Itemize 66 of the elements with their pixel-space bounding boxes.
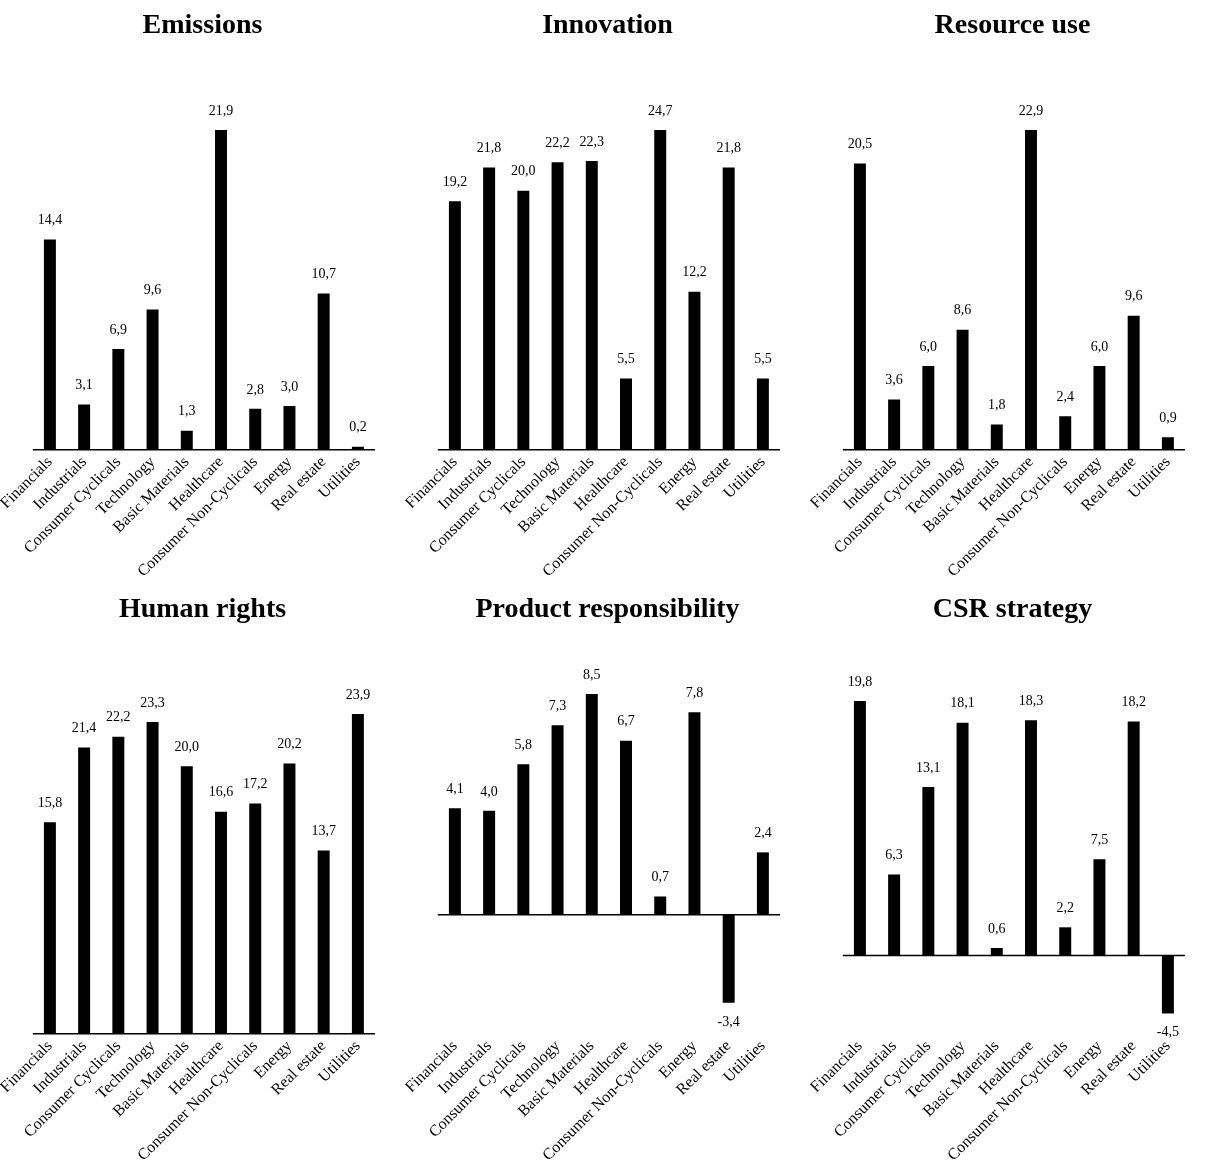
data-label: 7,3 bbox=[548, 697, 567, 713]
chart-title: Resource use bbox=[933, 7, 1092, 41]
data-label: 0,6 bbox=[988, 920, 1006, 936]
data-label: 6,0 bbox=[919, 338, 938, 354]
data-label: 22,9 bbox=[1018, 102, 1044, 118]
data-label: 5,5 bbox=[617, 351, 635, 367]
data-label: 6,9 bbox=[109, 321, 128, 337]
data-label: 10,7 bbox=[311, 266, 336, 282]
data-label: 19,8 bbox=[847, 673, 873, 689]
data-label: 3,1 bbox=[75, 377, 93, 393]
data-label: 9,6 bbox=[143, 282, 162, 298]
data-label: 15,8 bbox=[37, 795, 63, 810]
data-label: 12,2 bbox=[682, 264, 707, 280]
data-label: 23,9 bbox=[345, 686, 371, 702]
chart-title: Product responsibility bbox=[474, 591, 741, 625]
data-label: 19,2 bbox=[442, 173, 468, 189]
data-label: 2,4 bbox=[754, 825, 772, 841]
data-label: 20,2 bbox=[277, 736, 302, 752]
data-label: 1,8 bbox=[988, 397, 1006, 413]
data-label: 0,2 bbox=[349, 419, 367, 435]
data-label: 22,3 bbox=[579, 133, 605, 149]
data-label: -3,4 bbox=[717, 1013, 740, 1029]
chart-title: Human rights bbox=[117, 591, 288, 625]
data-label: 17,2 bbox=[242, 776, 268, 792]
data-label: 6,7 bbox=[617, 713, 635, 729]
data-label: 18,3 bbox=[1018, 692, 1044, 708]
data-label: 21,8 bbox=[716, 140, 741, 156]
data-label: 2,2 bbox=[1056, 899, 1074, 915]
data-label: 13,7 bbox=[311, 823, 336, 839]
data-label: 5,8 bbox=[514, 736, 533, 752]
data-label: 22,2 bbox=[106, 709, 131, 725]
data-label: 7,5 bbox=[1090, 831, 1109, 847]
data-label: 22,2 bbox=[545, 134, 570, 150]
data-label: 0,7 bbox=[651, 869, 669, 885]
data-label: 24,7 bbox=[647, 102, 673, 118]
data-label: 3,6 bbox=[885, 372, 903, 388]
data-label: 21,4 bbox=[71, 720, 97, 736]
data-label: 20,0 bbox=[511, 163, 536, 179]
data-label: 23,3 bbox=[140, 694, 165, 710]
data-label: 4,0 bbox=[480, 783, 498, 799]
data-label: 4,1 bbox=[446, 780, 464, 796]
data-label: 6,3 bbox=[885, 847, 903, 863]
data-label: 18,1 bbox=[950, 695, 975, 711]
data-label: 7,8 bbox=[685, 684, 704, 700]
data-label: 21,9 bbox=[208, 102, 234, 118]
data-label: 20,5 bbox=[847, 136, 873, 152]
data-label: -4,5 bbox=[1156, 1024, 1179, 1040]
chart-title: Innovation bbox=[541, 7, 674, 41]
data-label: 16,6 bbox=[208, 784, 234, 800]
data-label: 13,1 bbox=[916, 759, 941, 775]
data-label: 6,0 bbox=[1090, 338, 1109, 354]
chart-title: Emissions bbox=[141, 7, 264, 41]
data-label: 0,9 bbox=[1159, 409, 1177, 425]
data-label: 8,5 bbox=[583, 666, 601, 682]
data-label: 2,8 bbox=[246, 381, 264, 397]
data-label: 8,6 bbox=[953, 302, 972, 318]
data-label: 9,6 bbox=[1124, 288, 1143, 304]
data-label: 2,4 bbox=[1056, 388, 1074, 404]
data-label: 21,8 bbox=[476, 140, 502, 156]
data-label: 3,0 bbox=[280, 378, 299, 394]
data-label: 18,2 bbox=[1121, 694, 1146, 710]
data-label: 1,3 bbox=[178, 403, 196, 419]
chart-title: CSR strategy bbox=[931, 591, 1094, 625]
data-label: 14,4 bbox=[37, 212, 63, 228]
data-label: 5,5 bbox=[754, 351, 772, 367]
data-label: 20,0 bbox=[174, 738, 200, 754]
